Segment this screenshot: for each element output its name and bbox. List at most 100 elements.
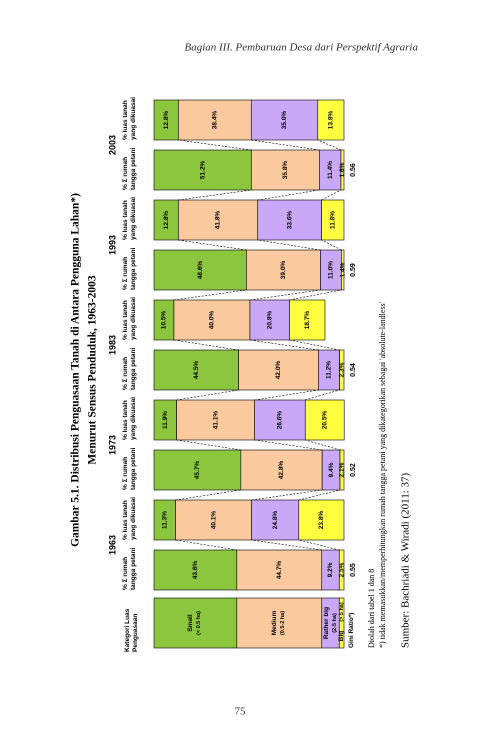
value-label: 20.8%: [266, 311, 273, 330]
value-label: 23.8%: [318, 511, 325, 530]
connector: [176, 439, 241, 451]
connector: [305, 389, 340, 401]
connector: [298, 539, 340, 551]
bar-segment: [340, 149, 345, 191]
note: Diolah dari tabel 1 dan 8: [367, 569, 376, 648]
value-label: 20.5%: [321, 411, 328, 430]
column-header-box: % Σ rumah tangga petani: [122, 247, 137, 290]
value-label: 48.6%: [197, 261, 204, 280]
category-header-box: Kategori Luas Penguasaan: [124, 608, 139, 652]
category-cell: [338, 597, 345, 649]
connector: [175, 489, 241, 501]
value-label: 11.0%: [328, 261, 335, 279]
value-label: 11.3%: [161, 511, 168, 529]
connector: [321, 239, 342, 251]
column-header-box: % luas tanah yang dikuasai: [122, 97, 137, 140]
connector: [173, 289, 247, 301]
column-header-box: % Σ rumah tangga petani: [122, 347, 137, 390]
gini-value: 0.54: [350, 363, 357, 377]
connector: [254, 439, 323, 451]
connector: [305, 439, 341, 451]
chart-subtitle: Menurut Sensus Penduduk, 1963-2003: [87, 275, 99, 464]
column-header: % Σ rumah tangga petani: [122, 347, 137, 390]
column-header: % luas tanah yang dikuasai: [122, 297, 137, 340]
value-label: 12.8%: [163, 211, 170, 230]
gini-value: 0.52: [350, 463, 357, 477]
bar-segment: [341, 249, 345, 291]
value-label: 11.9%: [162, 411, 169, 429]
gini-value: 0.56: [350, 163, 357, 177]
value-label: 24.8%: [272, 511, 279, 530]
year-label: 1973: [107, 435, 117, 455]
gini-value: 0.55: [350, 563, 357, 577]
page-number: 75: [235, 706, 247, 718]
connector: [289, 339, 340, 351]
connector: [249, 339, 319, 351]
value-label: 12.8%: [163, 111, 170, 130]
bar-segment: [289, 299, 326, 341]
connector: [298, 489, 341, 501]
category-range: (< 0.5 ha): [196, 611, 203, 635]
connector: [251, 539, 322, 551]
connector: [251, 489, 323, 501]
bar-segment: [339, 349, 345, 391]
bar-segment: [339, 449, 345, 491]
value-label: 9.4%: [328, 462, 335, 477]
rotated-chart: Gambar 5.1. Distribusi Penguasaan Tanah …: [70, 97, 412, 652]
value-label: 45.7%: [194, 461, 201, 480]
bar-segment: [321, 199, 345, 241]
value-label: 18.7%: [304, 311, 311, 330]
gini-label-box: Gini Ratio*): [348, 612, 355, 648]
column-header: % Σ rumah tangga petani: [122, 447, 137, 490]
bar-segment: [317, 99, 345, 141]
page-header: Bagian III. Pembaruan Desa dari Perspekt…: [184, 42, 418, 54]
column-header-box: % luas tanah yang dikuasai: [122, 197, 137, 240]
value-label: 33.6%: [286, 211, 293, 230]
connector: [289, 289, 342, 301]
connector: [176, 389, 239, 401]
value-label: 2.3%: [339, 362, 346, 377]
connector: [178, 139, 252, 151]
gini-label: Gini Ratio*): [348, 612, 355, 648]
bar-segment: [338, 549, 345, 591]
connector: [257, 239, 321, 251]
value-label: 42.8%: [278, 461, 285, 480]
column-header: % Σ rumah tangga petani: [122, 247, 137, 290]
value-label: 2.5%: [338, 562, 345, 577]
connector: [173, 339, 239, 351]
column-header: % luas tanah yang dikuasai: [122, 397, 137, 440]
value-label: 11.8%: [330, 211, 337, 229]
category-header: Kategori Luas Penguasaan: [124, 608, 139, 652]
column-header-box: % Σ rumah tangga petani: [122, 447, 137, 490]
category-name: Small: [187, 614, 195, 632]
year-label: 1993: [107, 235, 117, 255]
value-label: 11.2%: [326, 361, 333, 379]
category-name: Rather big: [322, 606, 330, 640]
value-label: 44.7%: [276, 561, 283, 580]
value-label: 9.2%: [327, 562, 334, 577]
value-label: 26.6%: [277, 411, 284, 430]
column-header: % Σ rumah tangga petani: [122, 547, 137, 590]
value-label: 1.6%: [339, 162, 346, 177]
category-name: Big: [337, 630, 345, 642]
year-label: 1963: [107, 535, 117, 555]
value-label: 11.4%: [327, 161, 334, 179]
gini-value: 0.59: [350, 263, 357, 277]
connector: [321, 189, 342, 201]
value-label: 43.6%: [192, 561, 199, 580]
column-header-box: % luas tanah yang dikuasai: [122, 497, 137, 540]
value-label: 10.5%: [161, 311, 168, 330]
connector: [175, 539, 237, 551]
value-label: 13.8%: [328, 111, 335, 130]
column-header-box: % luas tanah yang dikuasai: [122, 297, 137, 340]
connector: [254, 389, 319, 401]
category-range: (> 5 ha): [338, 602, 345, 622]
value-label: 42.0%: [275, 361, 282, 380]
connector: [178, 239, 247, 251]
value-label: 1.4%: [339, 262, 346, 277]
year-label: 2003: [107, 135, 117, 155]
category-range: (0.5-2 ha): [280, 610, 287, 636]
value-label: 51.2%: [199, 161, 206, 180]
